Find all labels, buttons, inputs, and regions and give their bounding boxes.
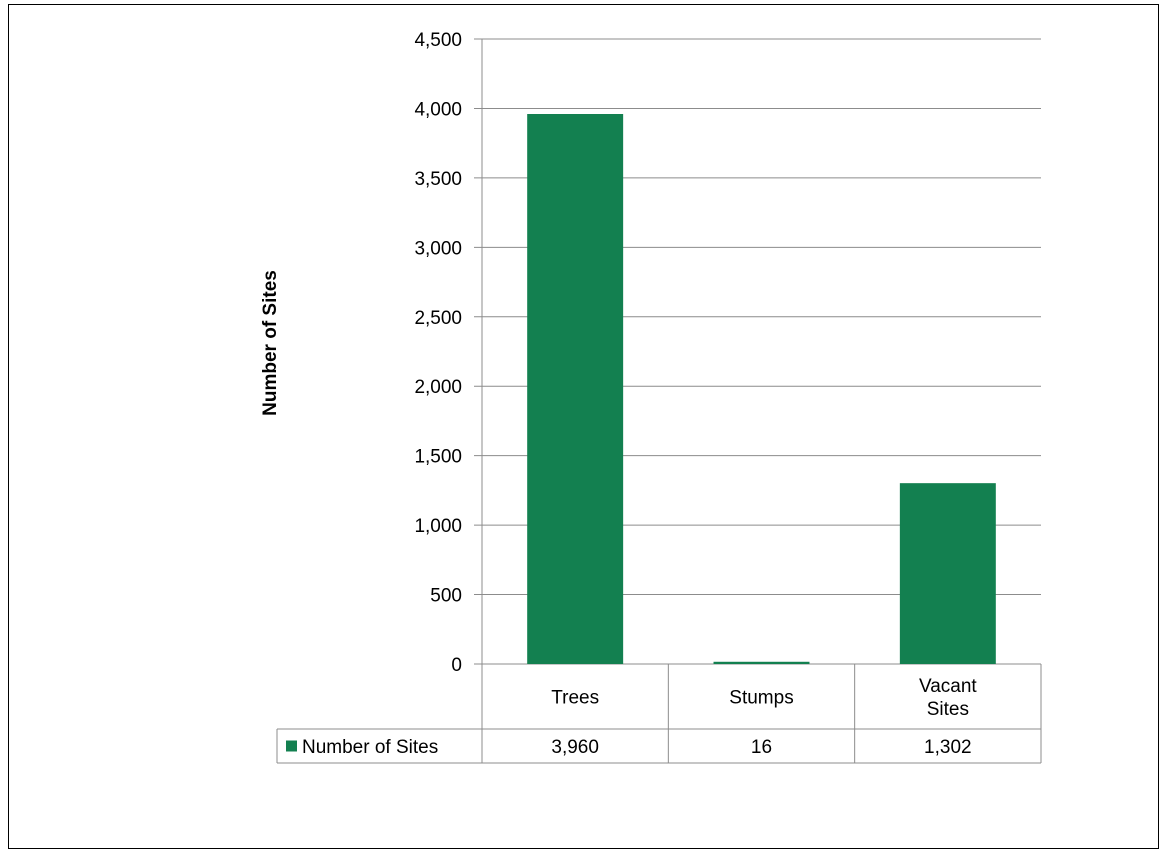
y-tick-label: 4,500 bbox=[414, 30, 462, 51]
y-tick-label: 0 bbox=[451, 655, 462, 676]
y-axis-ticks: 0 500 1,000 1,500 2,000 2,500 3,000 3,500 4,000 4… bbox=[414, 30, 462, 676]
y-tick-label: 2,000 bbox=[414, 377, 462, 398]
bars bbox=[527, 114, 996, 664]
y-tick-label: 1,500 bbox=[414, 447, 462, 468]
data-table-value: 3,960 bbox=[551, 737, 599, 758]
legend-label: Number of Sites bbox=[302, 737, 438, 758]
y-tick-label: 1,000 bbox=[414, 516, 462, 537]
y-tick-label: 4,000 bbox=[414, 99, 462, 120]
category-label: Trees bbox=[551, 688, 599, 709]
category-label: Stumps bbox=[729, 688, 793, 709]
category-label: Sites bbox=[927, 699, 969, 720]
bar bbox=[899, 483, 996, 664]
legend-key bbox=[286, 740, 297, 752]
bar bbox=[713, 661, 810, 664]
y-tick-label: 500 bbox=[430, 586, 462, 607]
y-tick-label: 3,000 bbox=[414, 238, 462, 259]
data-table-value: 16 bbox=[751, 737, 772, 758]
y-axis-label: Number of Sites bbox=[260, 270, 281, 416]
y-tick-label: 3,500 bbox=[414, 169, 462, 190]
bar bbox=[527, 114, 624, 664]
data-table-value: 1,302 bbox=[924, 737, 972, 758]
category-label: Vacant bbox=[919, 676, 977, 697]
y-tick-label: 2,500 bbox=[414, 308, 462, 329]
